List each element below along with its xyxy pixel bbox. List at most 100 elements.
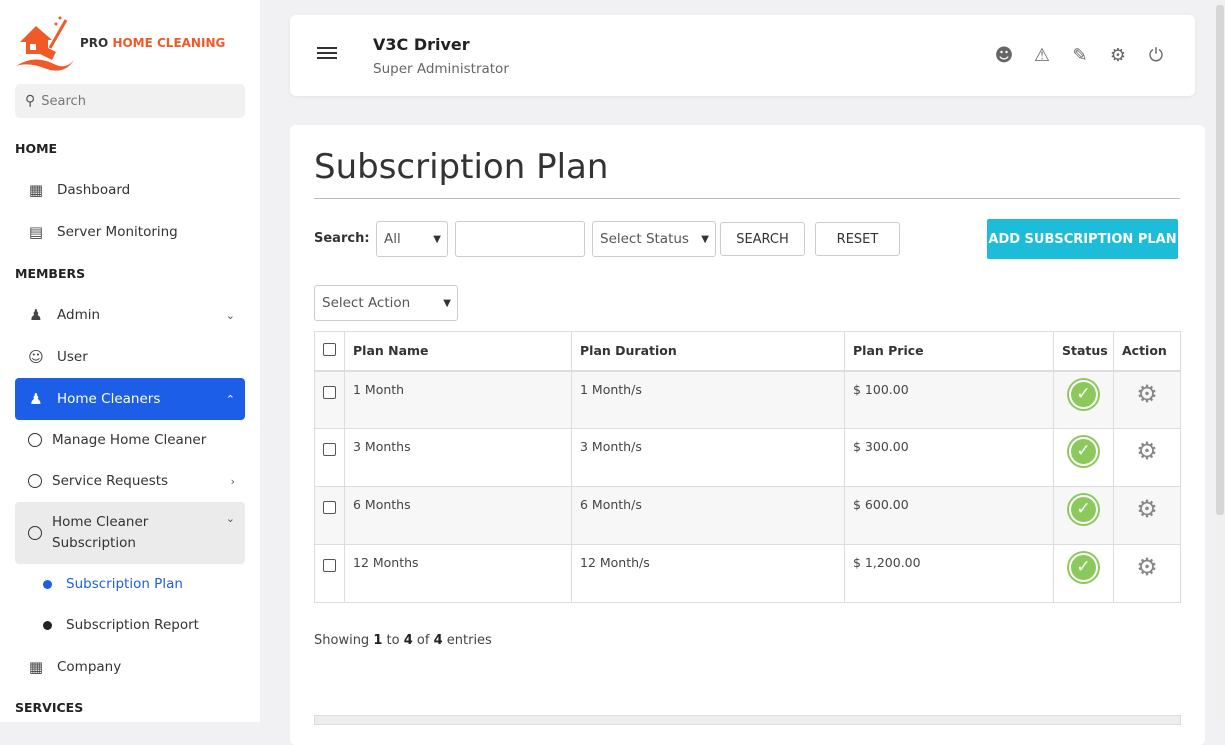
label: User	[57, 349, 88, 365]
chevron-down-icon: ▼	[701, 233, 709, 245]
warning-icon[interactable]: ⚠	[1033, 45, 1051, 66]
plan-duration: 12 Month/s	[571, 544, 845, 603]
search-icon: ⚲	[25, 93, 36, 109]
divider	[314, 198, 1180, 199]
row-checkbox[interactable]	[314, 486, 345, 545]
admin-icon: ♟	[29, 306, 43, 324]
table-row: 3 Months 3 Month/s $ 300.00 ✓ ⚙	[314, 428, 1181, 487]
chevron-down-icon: ▼	[443, 297, 451, 309]
action-cell: ⚙	[1113, 428, 1181, 487]
menu-toggle-icon[interactable]	[317, 47, 337, 62]
power-icon[interactable]: ⏻	[1148, 45, 1164, 66]
sidebar-item-dashboard[interactable]: ▦ Dashboard	[15, 170, 245, 210]
circle-icon	[28, 474, 42, 488]
label: Server Monitoring	[57, 224, 178, 240]
label: Subscription Report	[66, 617, 199, 633]
action-cell: ⚙	[1113, 370, 1181, 429]
plan-price: $ 100.00	[844, 370, 1054, 429]
circle-icon	[28, 526, 42, 540]
sidebar-item-subscription-report[interactable]: Subscription Report	[15, 605, 245, 645]
logo[interactable]: PRO HOME CLEANING	[14, 14, 225, 72]
bulk-action-select[interactable]: Select Action ▼	[314, 285, 458, 321]
brand-name: PRO HOME CLEANING	[80, 36, 226, 50]
plan-name: 3 Months	[344, 428, 572, 487]
row-checkbox[interactable]	[314, 428, 345, 487]
plan-name: 6 Months	[344, 486, 572, 545]
profile-icon[interactable]: ☻	[994, 45, 1014, 66]
sidebar-item-admin[interactable]: ♟ Admin ⌄	[15, 295, 245, 335]
plan-name: 1 Month	[344, 370, 572, 429]
content-card: Subscription Plan Search: All ▼ Select St…	[290, 125, 1205, 745]
label: Company	[57, 659, 122, 675]
plan-duration: 6 Month/s	[571, 486, 845, 545]
sidebar-item-server-monitoring[interactable]: ▤ Server Monitoring	[15, 212, 245, 252]
sidebar-search-input[interactable]: ⚲ Search	[15, 84, 245, 118]
gear-icon[interactable]: ⚙	[1136, 553, 1158, 581]
action-cell: ⚙	[1113, 486, 1181, 545]
sidebar-item-home-cleaner-subscription[interactable]: Home Cleaner Subscription ⌄	[15, 502, 245, 564]
table-footer	[314, 715, 1181, 725]
sidebar-item-subscription-plan[interactable]: Subscription Plan	[15, 564, 245, 604]
edit-note-icon[interactable]: ✎	[1072, 45, 1088, 66]
search-placeholder: Search	[41, 93, 86, 109]
filter-select[interactable]: All ▼	[376, 221, 448, 257]
search-input[interactable]	[455, 221, 585, 257]
sidebar-item-service-requests[interactable]: Service Requests ›	[15, 461, 245, 501]
sidebar-item-manage-home-cleaner[interactable]: Manage Home Cleaner	[15, 420, 245, 460]
row-checkbox[interactable]	[314, 370, 345, 429]
col-status: Status	[1053, 331, 1114, 372]
gear-icon[interactable]: ⚙	[1136, 437, 1158, 465]
action-value: Select Action	[322, 295, 411, 311]
bullet-icon	[43, 620, 52, 630]
chevron-right-icon: ›	[230, 474, 235, 488]
label: Manage Home Cleaner	[52, 432, 207, 448]
table-row: 12 Months 12 Month/s $ 1,200.00 ✓ ⚙	[314, 544, 1181, 603]
bullet-icon	[43, 579, 52, 589]
gear-icon[interactable]: ⚙	[1136, 379, 1158, 408]
add-subscription-plan-button[interactable]: ADD SUBSCRIPTION PLAN	[987, 219, 1178, 259]
status-value: Select Status	[600, 231, 689, 247]
user-role: Super Administrator	[373, 61, 509, 77]
status-cell: ✓	[1053, 544, 1114, 603]
gear-icon[interactable]: ⚙	[1136, 495, 1158, 523]
check-circle-icon[interactable]: ✓	[1069, 553, 1098, 582]
table-row: 6 Months 6 Month/s $ 600.00 ✓ ⚙	[314, 486, 1181, 545]
section-services: SERVICES	[15, 700, 84, 715]
top-header: V3C Driver Super Administrator ☻ ⚠ ✎ ⚙ ⏻	[290, 15, 1195, 96]
check-circle-icon[interactable]: ✓	[1069, 437, 1098, 466]
col-plan-name[interactable]: Plan Name	[344, 331, 572, 372]
col-action: Action	[1113, 331, 1181, 372]
reset-button[interactable]: RESET	[815, 222, 900, 256]
select-all-checkbox[interactable]	[314, 331, 345, 372]
plan-price: $ 600.00	[844, 486, 1054, 545]
settings-icon[interactable]: ⚙	[1109, 45, 1127, 66]
col-plan-price[interactable]: Plan Price	[844, 331, 1054, 372]
user-name: V3C Driver	[373, 35, 470, 54]
label: Home Cleaner Subscription	[52, 514, 149, 551]
section-members: MEMBERS	[15, 266, 86, 281]
status-cell: ✓	[1053, 428, 1114, 487]
filter-value: All	[384, 231, 401, 247]
chevron-down-icon: ⌄	[225, 308, 235, 322]
sidebar: PRO HOME CLEANING ⚲ Search HOME ▦ Dashboar…	[0, 0, 260, 722]
table-row: 1 Month 1 Month/s $ 100.00 ✓ ⚙	[314, 370, 1181, 429]
col-plan-duration[interactable]: Plan Duration	[571, 331, 845, 372]
search-button[interactable]: SEARCH	[720, 222, 805, 256]
plan-price: $ 300.00	[844, 428, 1054, 487]
row-checkbox[interactable]	[314, 544, 345, 603]
sidebar-item-company[interactable]: ▦ Company	[15, 647, 245, 687]
page-scrollbar[interactable]	[1215, 0, 1225, 722]
section-home: HOME	[15, 141, 58, 156]
check-circle-icon[interactable]: ✓	[1069, 379, 1098, 409]
pagination-info: Showing 1 to 4 of 4 entries	[314, 633, 492, 648]
plan-price: $ 1,200.00	[844, 544, 1054, 603]
sidebar-item-home-cleaners[interactable]: ♟ Home Cleaners ⌃	[15, 378, 245, 420]
sidebar-item-user[interactable]: ☺ User	[15, 337, 245, 377]
building-icon: ▦	[28, 658, 44, 676]
plan-name: 12 Months	[344, 544, 572, 603]
plans-table: Plan Name Plan Duration Plan Price Statu…	[314, 331, 1181, 603]
label: Service Requests	[52, 473, 169, 489]
check-circle-icon[interactable]: ✓	[1069, 495, 1098, 524]
status-select[interactable]: Select Status ▼	[592, 221, 716, 257]
label: Dashboard	[57, 182, 131, 198]
